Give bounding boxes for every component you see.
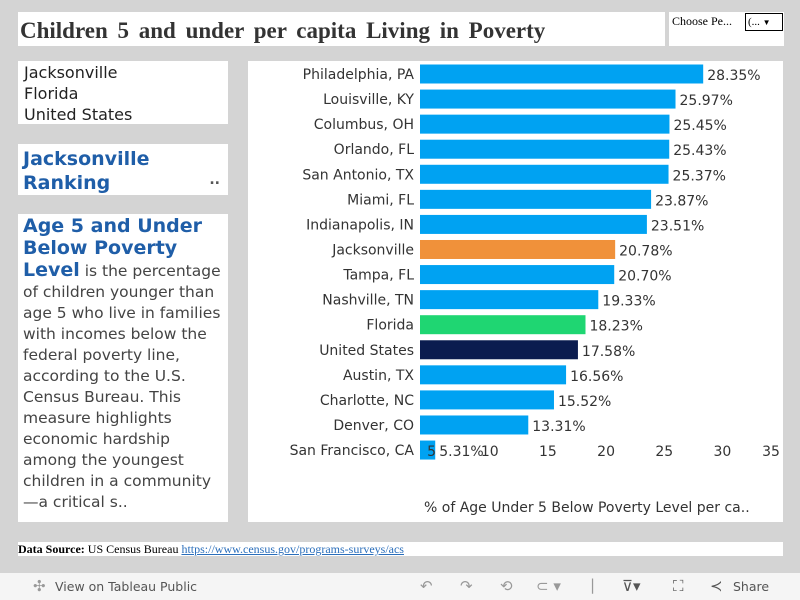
category-label: Orlando, FL (334, 142, 415, 158)
category-label: Miami, FL (347, 192, 414, 208)
bar (420, 239, 616, 259)
x-axis-title: % of Age Under 5 Below Poverty Level per… (424, 500, 750, 516)
bar (420, 89, 676, 109)
download-icon[interactable]: ⊽▾ (622, 577, 641, 595)
share-icon[interactable]: ≺ (710, 577, 723, 595)
bar (420, 214, 647, 234)
data-label: 20.70% (618, 269, 671, 285)
chevron-down-icon: ▼ (762, 18, 771, 27)
bar-chart: Philadelphia, PA 28.35% Louisville, KY 25.9… (248, 61, 783, 522)
category-label: Philadelphia, PA (303, 67, 415, 83)
category-label: Nashville, TN (322, 293, 414, 309)
data-label: 15.52% (558, 394, 611, 410)
place-item: Jacksonville (24, 63, 118, 82)
filter-label: Choose Pe... (672, 14, 732, 28)
category-label: Florida (366, 318, 414, 334)
places-list: Jacksonville Florida United States (18, 61, 228, 124)
bar (420, 390, 554, 410)
category-label: Austin, TX (343, 368, 414, 384)
filter-dropdown[interactable]: (... ▼ (745, 13, 783, 31)
data-label: 17.58% (582, 344, 635, 360)
share-button[interactable]: Share (733, 579, 770, 594)
refresh-icon[interactable]: ⊂ ▾ (536, 577, 561, 595)
data-label: 16.56% (570, 369, 623, 385)
tableau-icon: ✣ (33, 577, 46, 595)
data-label: 20.78% (619, 243, 672, 259)
filter-value: (... (748, 16, 760, 28)
category-label: Columbus, OH (314, 117, 414, 133)
revert-icon[interactable]: ⟲ (500, 577, 513, 595)
bar (420, 114, 670, 134)
data-label: 25.45% (673, 118, 726, 134)
x-tick-label: 10 (481, 444, 499, 460)
fullscreen-icon[interactable]: ⛶ (673, 577, 684, 595)
category-label: Indianapolis, IN (306, 217, 414, 233)
bar (420, 290, 599, 310)
category-label: Tampa, FL (342, 268, 414, 284)
bar (420, 315, 586, 335)
x-tick-label: 25 (655, 444, 673, 460)
x-tick-label: 20 (597, 444, 615, 460)
bar (420, 440, 436, 460)
category-label: Louisville, KY (323, 92, 414, 108)
description: Age 5 and Under Below Poverty Level is t… (18, 214, 228, 522)
place-filter[interactable]: Choose Pe... (... ▼ (669, 12, 784, 46)
ranking-title: Jacksonville Ranking (23, 148, 150, 194)
source-label: Data Source: (18, 542, 85, 556)
undo-icon[interactable]: ↶ (420, 577, 433, 595)
data-label: 25.97% (680, 93, 733, 109)
data-label: 5.31% (439, 444, 483, 460)
bar (420, 189, 652, 209)
divider: | (590, 576, 596, 594)
data-label: 25.37% (673, 168, 726, 184)
category-label: United States (319, 343, 414, 359)
data-label: 23.51% (651, 218, 704, 234)
bar (420, 265, 615, 285)
data-label: 19.33% (602, 294, 655, 310)
data-label: 25.43% (673, 143, 726, 159)
category-label: Jacksonville (331, 242, 414, 258)
bar (420, 365, 567, 385)
data-label: 13.31% (532, 419, 585, 435)
view-on-tableau-link[interactable]: View on Tableau Public (55, 579, 198, 594)
place-item: United States (24, 105, 133, 124)
category-label: Charlotte, NC (320, 393, 414, 409)
category-label: Denver, CO (333, 418, 414, 434)
description-term: Age 5 and Under Below Poverty Level (23, 215, 203, 281)
bar (420, 139, 670, 159)
data-label: 23.87% (655, 193, 708, 209)
x-tick-label: 35 (762, 444, 780, 460)
ranking-ellipsis: .. (209, 172, 220, 188)
toolbar: ✣ View on Tableau Public ↶ ↷ ⟲ ⊂ ▾ | ⊽▾ … (0, 573, 800, 600)
category-label: San Francisco, CA (290, 443, 415, 459)
x-tick-label: 15 (539, 444, 557, 460)
bar (420, 164, 669, 184)
data-source: Data Source: US Census Bureau https://ww… (18, 542, 783, 556)
bar (420, 64, 704, 84)
category-label: San Antonio, TX (302, 167, 414, 183)
place-item: Florida (24, 84, 79, 103)
data-label: 18.23% (589, 319, 642, 335)
x-tick-label: 5 (427, 444, 436, 460)
dashboard-title: Children 5 and under per capita Living i… (18, 12, 665, 46)
ranking-heading: Jacksonville Ranking .. (18, 144, 228, 195)
chart-svg: Philadelphia, PA 28.35% Louisville, KY 25.9… (290, 64, 780, 516)
source-text: US Census Bureau (87, 542, 179, 556)
description-text: is the percentage of children younger th… (23, 262, 221, 511)
source-link[interactable]: https://www.census.gov/programs-surveys/… (181, 542, 404, 556)
bar (420, 340, 578, 360)
x-tick-label: 30 (713, 444, 731, 460)
redo-icon[interactable]: ↷ (460, 577, 473, 595)
data-label: 28.35% (707, 68, 760, 84)
bar (420, 415, 529, 435)
